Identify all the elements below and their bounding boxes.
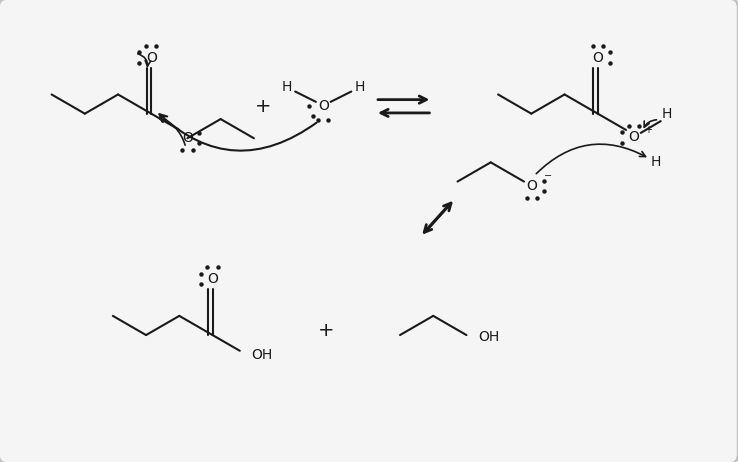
Text: O: O	[527, 179, 537, 193]
Text: H: H	[661, 107, 672, 121]
Text: H: H	[281, 80, 292, 94]
Text: O: O	[182, 131, 193, 145]
Text: O: O	[629, 130, 640, 144]
Text: −: −	[543, 170, 552, 181]
Text: +: +	[644, 125, 652, 135]
Text: O: O	[593, 50, 603, 65]
Text: OH: OH	[478, 329, 499, 344]
Text: OH: OH	[252, 348, 272, 362]
Text: O: O	[318, 99, 328, 113]
Text: +: +	[318, 321, 334, 340]
Text: H: H	[355, 80, 365, 94]
Text: H: H	[650, 155, 661, 170]
Text: O: O	[207, 272, 218, 286]
Text: O: O	[146, 50, 156, 65]
Text: +: +	[255, 97, 271, 116]
